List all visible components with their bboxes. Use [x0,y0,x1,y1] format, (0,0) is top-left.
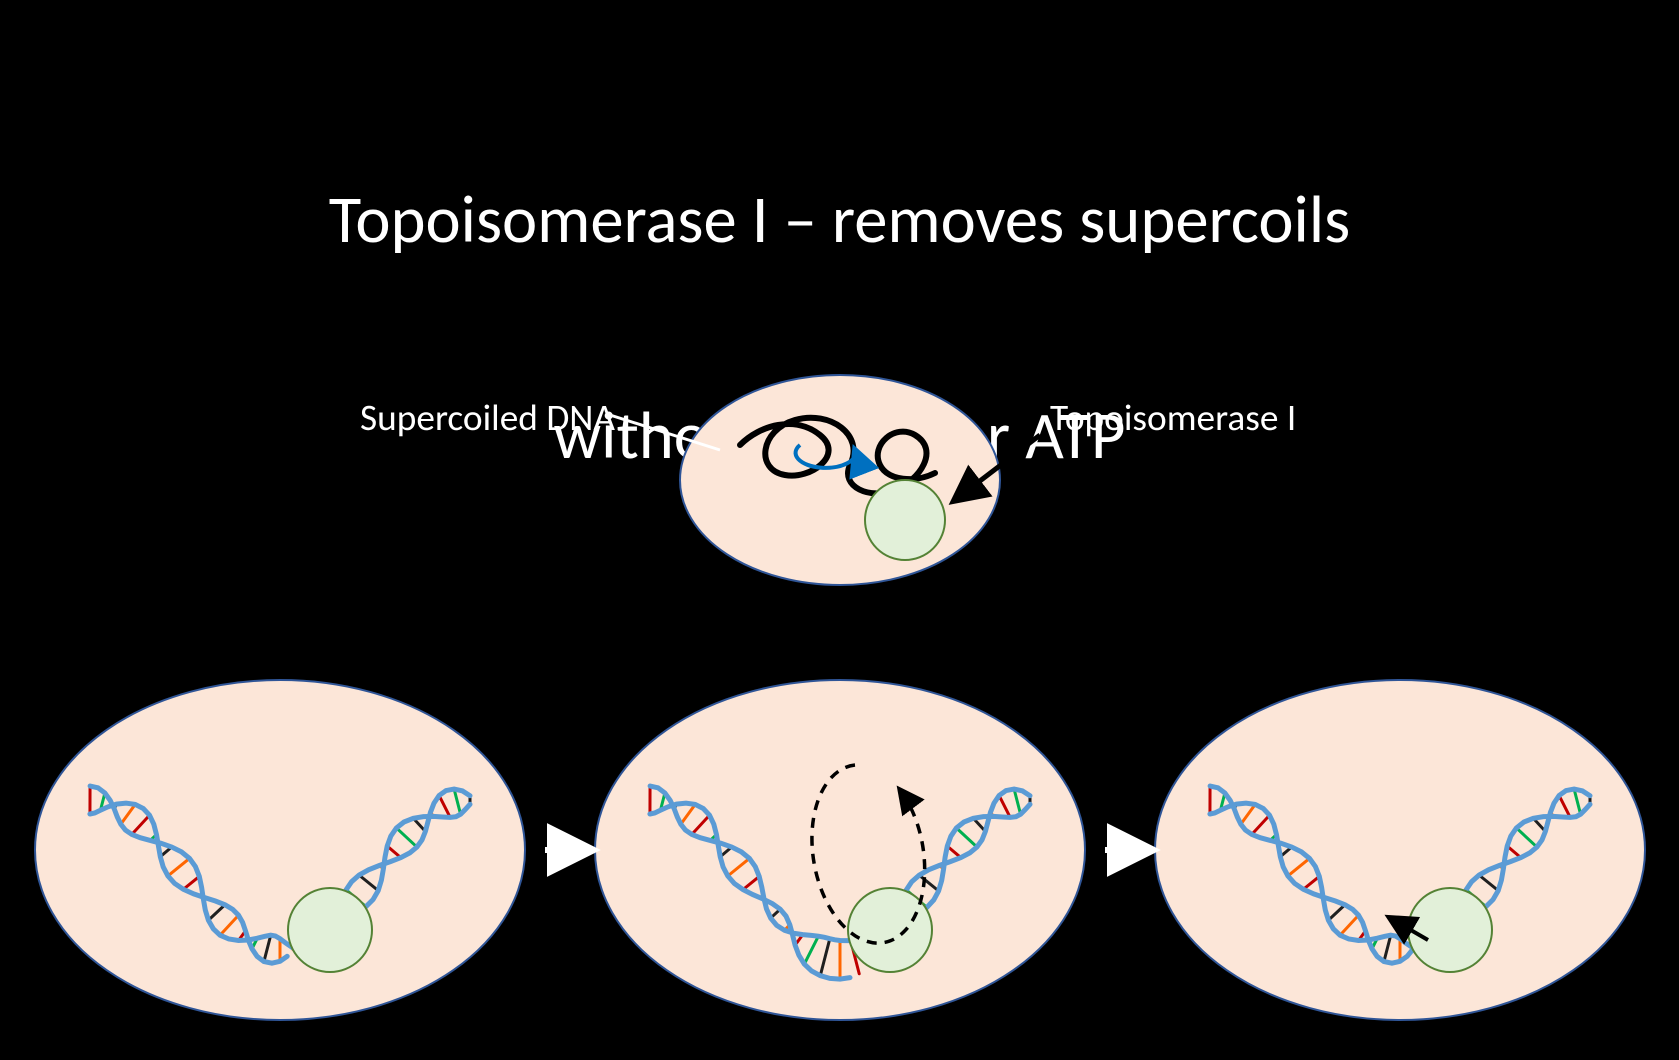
label-step-unwind: Unwind [745,905,846,944]
step-ellipse [595,680,1085,1020]
label-supercoiled-dna: Supercoiled DNA [360,395,615,441]
topo-circle [848,888,932,972]
step-step1 [35,680,525,1020]
bottom-group [35,680,1645,1020]
label-topoisomerase-i: Topoisomerase I [1050,395,1296,441]
label-step-religate: Religate [1265,905,1368,944]
topo-circle [1408,888,1492,972]
dna-strand-a [650,803,1030,979]
dna-helix [650,786,1030,979]
label-step-nick: Nick one strand [180,880,293,958]
step-step3 [1155,680,1645,1020]
step-ellipse [1155,680,1645,1020]
pointer-religate [1390,918,1428,940]
topo-circle [288,888,372,972]
step-ellipse [35,680,525,1020]
page-title: Topoisomerase I – removes supercoils wit… [329,40,1350,544]
step-step2 [595,680,1085,1020]
title-line-1: Topoisomerase I – removes supercoils [329,184,1350,256]
